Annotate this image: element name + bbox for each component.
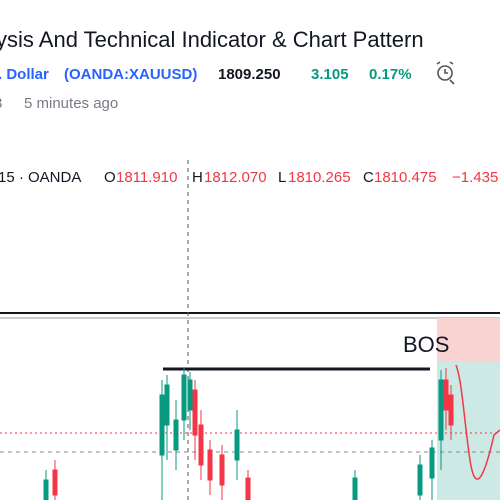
change: 3.105 xyxy=(311,66,349,83)
published-time: 5 minutes ago xyxy=(24,95,118,112)
interval-exchange: 15 · OANDA xyxy=(0,169,81,186)
close-value: 1810.475 xyxy=(374,169,437,186)
symbol-ticker[interactable]: (OANDA:XAUUSD) xyxy=(64,66,197,83)
close-letter: C xyxy=(363,169,374,186)
change-value: −1.435 xyxy=(452,169,498,186)
change-percent: 0.17% xyxy=(369,66,412,83)
stop-zone xyxy=(437,318,500,362)
alert-icon[interactable] xyxy=(436,61,455,85)
low-letter: L xyxy=(278,169,286,186)
high-letter: H xyxy=(192,169,203,186)
price: 1809.250 xyxy=(218,66,281,83)
idea-title: ysis And Technical Indicator & Chart Pat… xyxy=(0,27,424,52)
open-letter: O xyxy=(104,169,116,186)
open-value: 1811.910 xyxy=(116,169,177,186)
symbol-name[interactable]: . Dollar xyxy=(0,66,49,83)
bos-label: BOS xyxy=(403,332,449,357)
low-value: 1810.265 xyxy=(288,169,351,186)
high-value: 1812.070 xyxy=(204,169,267,186)
candles xyxy=(43,364,500,500)
author-fragment: 3 xyxy=(0,95,2,112)
